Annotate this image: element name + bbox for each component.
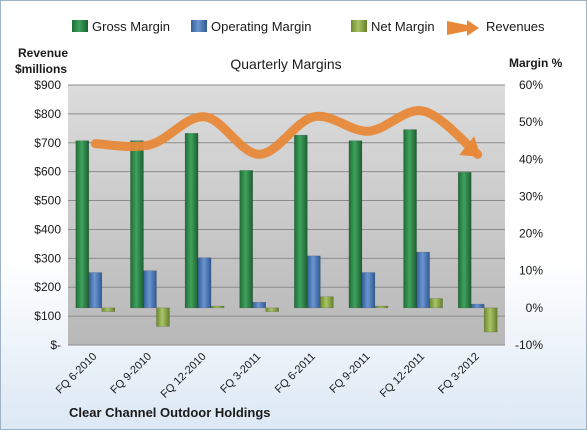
category-label: FQ 3-2012 bbox=[436, 351, 482, 397]
net-margin-bar bbox=[265, 307, 279, 312]
gross-margin-bar bbox=[130, 140, 144, 309]
category-label: FQ 3-2011 bbox=[218, 351, 263, 396]
category-label: FQ 6-2011 bbox=[273, 351, 318, 396]
net-margin-bar bbox=[483, 307, 498, 333]
revenue-line bbox=[90, 106, 483, 159]
operating-margin-bar bbox=[88, 272, 103, 309]
category-label: FQ 12-2010 bbox=[159, 351, 209, 401]
net-margin-bar bbox=[156, 307, 170, 327]
left-tick-label: $400 bbox=[34, 222, 61, 236]
right-tick-label: 30% bbox=[519, 189, 543, 203]
right-tick-label: 50% bbox=[519, 115, 543, 129]
operating-margin-bar bbox=[197, 257, 212, 309]
legend-swatch-operating-margin bbox=[191, 20, 207, 32]
gross-margin-bar bbox=[403, 129, 417, 309]
legend-swatch-revenues-arrow bbox=[447, 20, 479, 36]
left-tick-label: $300 bbox=[34, 251, 61, 265]
right-tick-label: 60% bbox=[519, 78, 543, 92]
left-tick-label: $500 bbox=[34, 194, 61, 208]
net-margin-bar bbox=[374, 305, 389, 309]
legend-swatch-net-margin bbox=[351, 20, 367, 32]
gross-margin-bar bbox=[184, 133, 199, 309]
operating-margin-bar bbox=[470, 303, 485, 309]
operating-margin-bar bbox=[307, 255, 321, 309]
legend-label-net-margin: Net Margin bbox=[371, 19, 435, 34]
right-tick-label: 10% bbox=[519, 264, 543, 278]
legend-label-gross-margin: Gross Margin bbox=[92, 19, 170, 34]
category-label: FQ 12-2011 bbox=[378, 351, 427, 400]
operating-margin-bar bbox=[143, 270, 157, 309]
chart-title: Quarterly Margins bbox=[230, 56, 341, 72]
left-tick-label: $900 bbox=[34, 78, 61, 92]
category-label: FQ 9-2011 bbox=[327, 351, 372, 396]
left-tick-label: $200 bbox=[34, 280, 61, 294]
category-label: FQ 9-2010 bbox=[108, 351, 154, 397]
company-name: Clear Channel Outdoor Holdings bbox=[69, 405, 271, 420]
net-margin-bar bbox=[429, 298, 443, 309]
right-tick-label: -10% bbox=[515, 338, 543, 352]
operating-margin-bar bbox=[416, 251, 430, 309]
gross-margin-bar bbox=[239, 170, 253, 309]
legend-label-revenues: Revenues bbox=[486, 19, 545, 34]
gross-margin-bar bbox=[294, 134, 308, 309]
net-margin-bar bbox=[210, 305, 225, 309]
left-axis-title-line1: Revenue bbox=[18, 46, 68, 60]
operating-margin-bar bbox=[252, 302, 266, 309]
net-margin-bar bbox=[101, 307, 116, 312]
right-tick-label: 20% bbox=[519, 227, 543, 241]
gross-margin-bar bbox=[457, 172, 472, 309]
category-label: FQ 6-2010 bbox=[54, 351, 100, 397]
gross-margin-bar bbox=[348, 140, 363, 309]
right-axis-title: Margin % bbox=[509, 56, 563, 70]
legend-swatch-gross-margin bbox=[72, 20, 88, 32]
right-tick-label: 40% bbox=[519, 152, 543, 166]
revenues-arrow-head bbox=[459, 136, 481, 157]
left-tick-label: $100 bbox=[34, 309, 61, 323]
bars bbox=[75, 129, 498, 333]
left-tick-label: $700 bbox=[34, 136, 61, 150]
gross-margin-bar bbox=[75, 140, 90, 309]
revenues-line bbox=[90, 106, 483, 159]
left-axis-title-line2: $millions bbox=[15, 62, 67, 76]
net-margin-bar bbox=[320, 296, 334, 309]
left-tick-label: $- bbox=[50, 338, 61, 352]
legend-label-operating-margin: Operating Margin bbox=[211, 19, 311, 34]
legend: Gross Margin Operating Margin Net Margin… bbox=[72, 19, 545, 36]
left-tick-label: $800 bbox=[34, 107, 61, 121]
left-tick-label: $600 bbox=[34, 165, 61, 179]
operating-margin-bar bbox=[361, 272, 376, 309]
right-tick-label: 0% bbox=[526, 301, 544, 315]
